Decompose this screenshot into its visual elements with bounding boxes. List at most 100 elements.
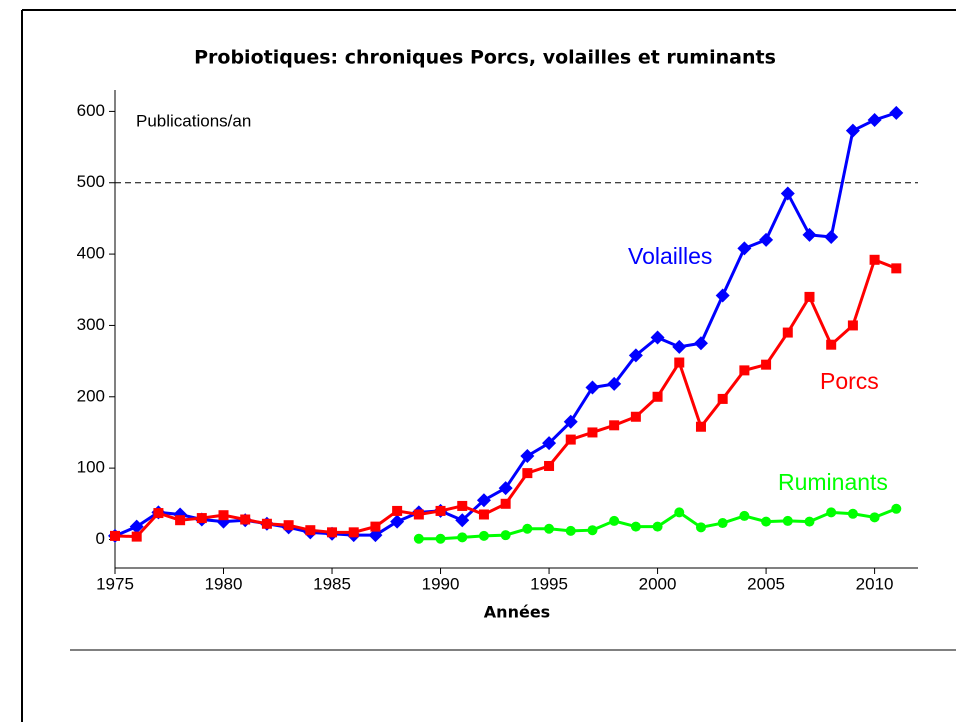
chart-title: Probiotiques: chroniques Porcs, volaille… [194,47,776,69]
marker [693,336,708,351]
marker [782,515,793,526]
x-tick-label: 2005 [747,574,785,593]
marker [761,359,772,370]
marker [455,513,470,528]
marker [761,516,772,527]
marker [737,241,752,256]
marker [587,525,598,536]
y-tick-label: 300 [77,315,105,334]
marker [759,232,774,247]
y-tick-label: 0 [96,529,105,548]
y-tick-label: 200 [77,386,105,405]
marker [672,339,687,354]
y-tick-label: 500 [77,172,105,191]
marker [476,493,491,508]
marker [392,505,403,516]
marker [847,508,858,519]
marker [283,520,294,531]
marker [565,434,576,445]
marker [305,525,316,536]
y-axis-label: Publications/an [136,111,251,130]
y-tick-label: 400 [77,244,105,263]
marker [500,498,511,509]
marker [674,357,685,368]
marker [804,516,815,527]
x-tick-label: 1980 [205,574,243,593]
marker [609,515,620,526]
marker [129,519,144,534]
marker [869,512,880,523]
marker [717,393,728,404]
marker [522,523,533,534]
marker [261,518,272,529]
marker [153,508,164,519]
marker [500,530,511,541]
marker [522,468,533,479]
marker [478,530,489,541]
marker [457,500,468,511]
x-axis-label: Années [484,603,550,622]
marker [110,530,120,541]
marker [845,123,860,138]
marker [327,527,338,538]
marker [175,515,186,526]
marker [847,320,858,331]
marker [457,532,468,543]
marker [782,327,793,338]
series-label: Volailles [628,243,712,269]
marker [370,521,381,532]
marker [867,112,882,127]
marker [348,527,359,538]
x-tick-label: 1990 [422,574,460,593]
marker [628,348,643,363]
marker [695,522,706,533]
marker [587,427,598,438]
y-tick-label: 100 [77,458,105,477]
marker [780,186,795,201]
marker [674,507,685,518]
x-tick-label: 1975 [96,574,134,593]
marker [544,460,555,471]
marker [435,505,446,516]
marker [630,411,641,422]
marker [544,523,555,534]
marker [826,339,837,350]
marker [715,288,730,303]
x-tick-label: 1985 [313,574,351,593]
marker [804,291,815,302]
marker [413,509,424,520]
marker [717,518,728,529]
marker [368,528,383,543]
marker [435,533,446,544]
y-tick-label: 600 [77,101,105,120]
marker [131,531,142,542]
marker [695,421,706,432]
marker [824,229,839,244]
marker [218,510,229,521]
marker [609,420,620,431]
marker [630,521,641,532]
marker [869,254,880,265]
marker [891,263,902,274]
marker [585,380,600,395]
x-tick-label: 2010 [856,574,894,593]
marker [889,105,904,120]
x-tick-label: 1995 [530,574,568,593]
marker [520,448,535,463]
series-label: Porcs [820,368,879,394]
marker [196,513,207,524]
marker [650,330,665,345]
marker [498,481,513,496]
marker [826,507,837,518]
marker [802,227,817,242]
marker [390,514,405,529]
x-tick-label: 2000 [639,574,677,593]
series-label: Ruminants [778,469,888,495]
marker [565,525,576,536]
marker [739,510,750,521]
marker [478,509,489,520]
marker [563,414,578,429]
marker [652,521,663,532]
marker [891,503,902,514]
